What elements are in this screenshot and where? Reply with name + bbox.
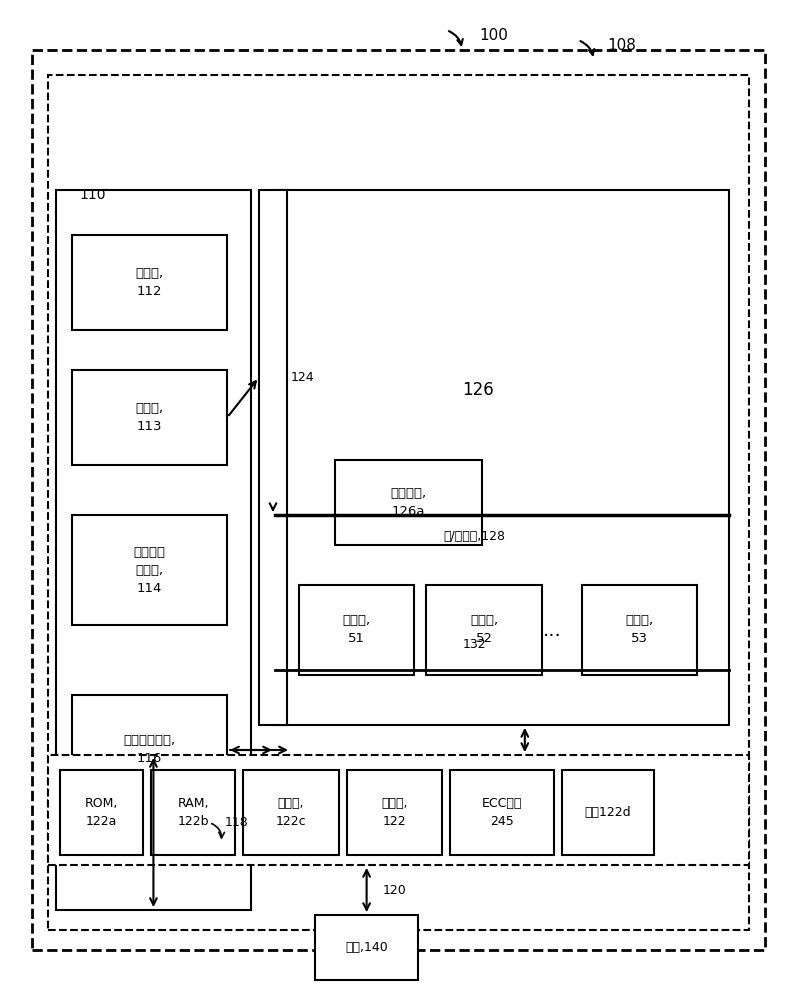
Text: 100: 100 bbox=[480, 27, 508, 42]
FancyBboxPatch shape bbox=[315, 915, 418, 980]
Text: ROM,
122a: ROM, 122a bbox=[85, 797, 118, 828]
FancyBboxPatch shape bbox=[72, 370, 227, 465]
FancyBboxPatch shape bbox=[562, 770, 654, 855]
Text: 感测块,
52: 感测块, 52 bbox=[470, 614, 498, 646]
Text: 主机,140: 主机,140 bbox=[345, 941, 388, 954]
Text: 控制器,
122: 控制器, 122 bbox=[381, 797, 408, 828]
Text: 片上地址
解码器,
114: 片上地址 解码器, 114 bbox=[133, 546, 166, 594]
Text: 存储区,
113: 存储区, 113 bbox=[135, 402, 163, 433]
FancyBboxPatch shape bbox=[72, 515, 227, 625]
Text: 接口122d: 接口122d bbox=[584, 806, 631, 819]
Text: 118: 118 bbox=[226, 816, 249, 829]
Text: 感测块,
53: 感测块, 53 bbox=[626, 614, 654, 646]
FancyBboxPatch shape bbox=[72, 235, 227, 330]
FancyBboxPatch shape bbox=[56, 190, 251, 910]
Text: 132: 132 bbox=[462, 638, 486, 652]
FancyBboxPatch shape bbox=[243, 770, 339, 855]
Text: 处理器,
122c: 处理器, 122c bbox=[276, 797, 306, 828]
Text: 感测块,
51: 感测块, 51 bbox=[343, 614, 371, 646]
FancyBboxPatch shape bbox=[259, 190, 287, 725]
FancyBboxPatch shape bbox=[450, 770, 554, 855]
Text: 108: 108 bbox=[607, 37, 636, 52]
FancyBboxPatch shape bbox=[151, 770, 235, 855]
Text: 存储设备,
126a: 存储设备, 126a bbox=[391, 487, 426, 518]
FancyBboxPatch shape bbox=[48, 75, 749, 930]
Text: RAM,
122b: RAM, 122b bbox=[178, 797, 209, 828]
FancyBboxPatch shape bbox=[32, 50, 765, 950]
Text: 120: 120 bbox=[383, 884, 406, 896]
FancyBboxPatch shape bbox=[335, 460, 482, 545]
FancyBboxPatch shape bbox=[48, 755, 749, 865]
FancyBboxPatch shape bbox=[72, 695, 227, 805]
FancyBboxPatch shape bbox=[299, 585, 414, 675]
Text: 读/写电路,128: 读/写电路,128 bbox=[443, 530, 505, 543]
Text: 110: 110 bbox=[80, 188, 106, 202]
FancyBboxPatch shape bbox=[60, 770, 143, 855]
FancyBboxPatch shape bbox=[426, 585, 542, 675]
FancyBboxPatch shape bbox=[347, 770, 442, 855]
Text: ...: ... bbox=[543, 620, 562, 640]
Text: 状态机,
112: 状态机, 112 bbox=[135, 267, 163, 298]
Text: 功率控制模块,
116: 功率控制模块, 116 bbox=[124, 734, 175, 766]
Text: 124: 124 bbox=[291, 371, 315, 384]
FancyBboxPatch shape bbox=[275, 190, 729, 725]
Text: ECC引擎
245: ECC引擎 245 bbox=[482, 797, 522, 828]
FancyBboxPatch shape bbox=[582, 585, 697, 675]
Text: 126: 126 bbox=[462, 381, 494, 399]
